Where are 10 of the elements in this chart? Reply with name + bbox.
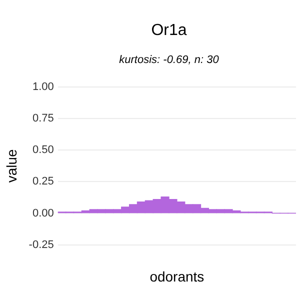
y-tick-label: 1.00 (32, 81, 54, 94)
chart-subtitle: kurtosis: -0.69, n: 30 (118, 54, 220, 66)
y-tick-label: -0.25 (28, 238, 54, 251)
y-tick-label: 0.50 (32, 144, 54, 156)
chart-title: Or1a (150, 22, 188, 40)
y-tick-label: 0.25 (32, 176, 54, 188)
y-tick-label: 0.00 (32, 207, 54, 220)
y-tick-label: 0.75 (32, 112, 54, 125)
y-axis-title: value (3, 148, 20, 183)
x-axis-title: odorants (150, 268, 204, 284)
